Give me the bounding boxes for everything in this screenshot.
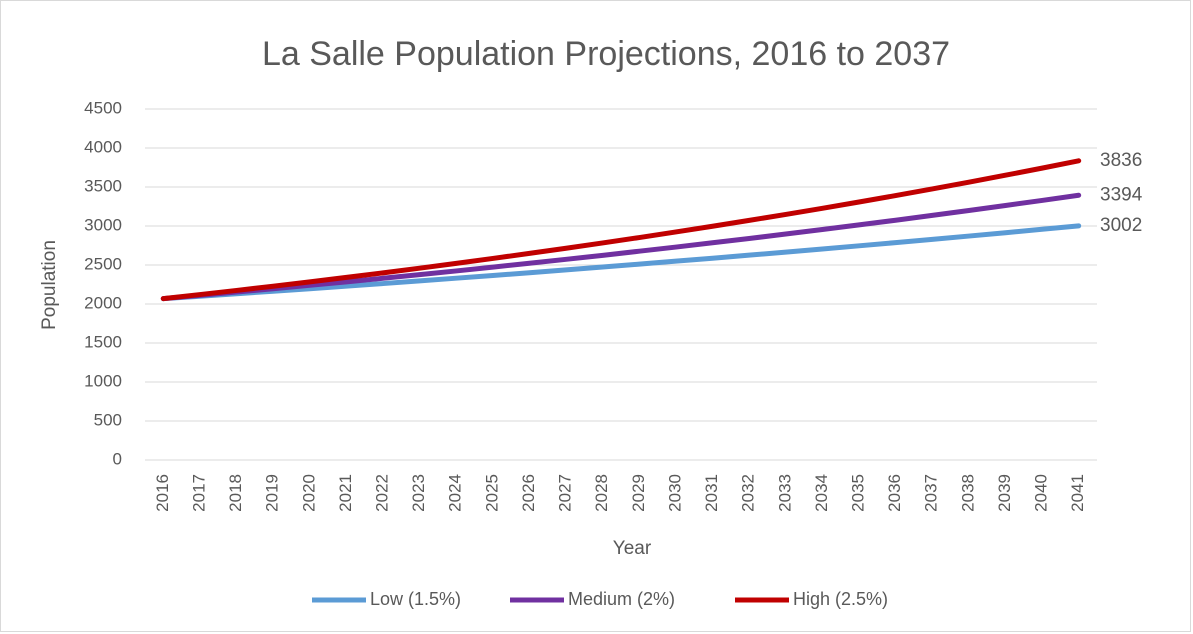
y-tick-label: 3000 xyxy=(84,215,122,234)
x-tick-label: 2028 xyxy=(592,474,611,512)
x-tick-label: 2038 xyxy=(958,474,977,512)
x-tick-label: 2039 xyxy=(995,474,1014,512)
legend-label: Medium (2%) xyxy=(568,589,675,609)
x-tick-label: 2024 xyxy=(446,474,465,512)
chart-title: La Salle Population Projections, 2016 to… xyxy=(262,35,950,73)
y-axis-title: Population xyxy=(39,240,60,330)
y-tick-label: 1000 xyxy=(84,371,122,390)
x-tick-label: 2035 xyxy=(848,474,867,512)
y-tick-label: 1500 xyxy=(84,332,122,351)
x-tick-label: 2018 xyxy=(226,474,245,512)
x-tick-label: 2020 xyxy=(299,474,318,512)
y-tick-label: 0 xyxy=(113,449,122,468)
x-axis-title: Year xyxy=(613,538,652,559)
x-tick-label: 2036 xyxy=(885,474,904,512)
x-tick-label: 2017 xyxy=(189,474,208,512)
x-tick-label: 2032 xyxy=(739,474,758,512)
x-tick-label: 2019 xyxy=(263,474,282,512)
y-tick-label: 2000 xyxy=(84,293,122,312)
y-tick-label: 4500 xyxy=(84,98,122,117)
x-tick-label: 2029 xyxy=(629,474,648,512)
x-tick-label: 2033 xyxy=(775,474,794,512)
legend-label: Low (1.5%) xyxy=(370,589,461,609)
x-tick-label: 2025 xyxy=(482,474,501,512)
x-tick-label: 2041 xyxy=(1068,474,1087,512)
x-tick-label: 2031 xyxy=(702,474,721,512)
series-line xyxy=(160,158,1082,302)
x-tick-label: 2022 xyxy=(372,474,391,512)
x-tick-label: 2021 xyxy=(336,474,355,512)
data-label: 3394 xyxy=(1100,184,1143,205)
data-label: 3002 xyxy=(1100,215,1142,236)
legend-label: High (2.5%) xyxy=(793,589,888,609)
series-line xyxy=(160,192,1082,302)
x-tick-label: 2034 xyxy=(812,474,831,512)
x-tick-label: 2037 xyxy=(922,474,941,512)
x-tick-label: 2030 xyxy=(665,474,684,512)
y-tick-label: 500 xyxy=(94,410,122,429)
x-tick-label: 2026 xyxy=(519,474,538,512)
y-tick-label: 4000 xyxy=(84,137,122,156)
x-tick-label: 2016 xyxy=(153,474,172,512)
x-tick-label: 2027 xyxy=(556,474,575,512)
x-tick-label: 2023 xyxy=(409,474,428,512)
x-tick-label: 2040 xyxy=(1032,474,1051,512)
y-tick-label: 2500 xyxy=(84,254,122,273)
data-label: 3836 xyxy=(1100,150,1142,171)
y-tick-label: 3500 xyxy=(84,176,122,195)
series-line xyxy=(160,223,1082,302)
